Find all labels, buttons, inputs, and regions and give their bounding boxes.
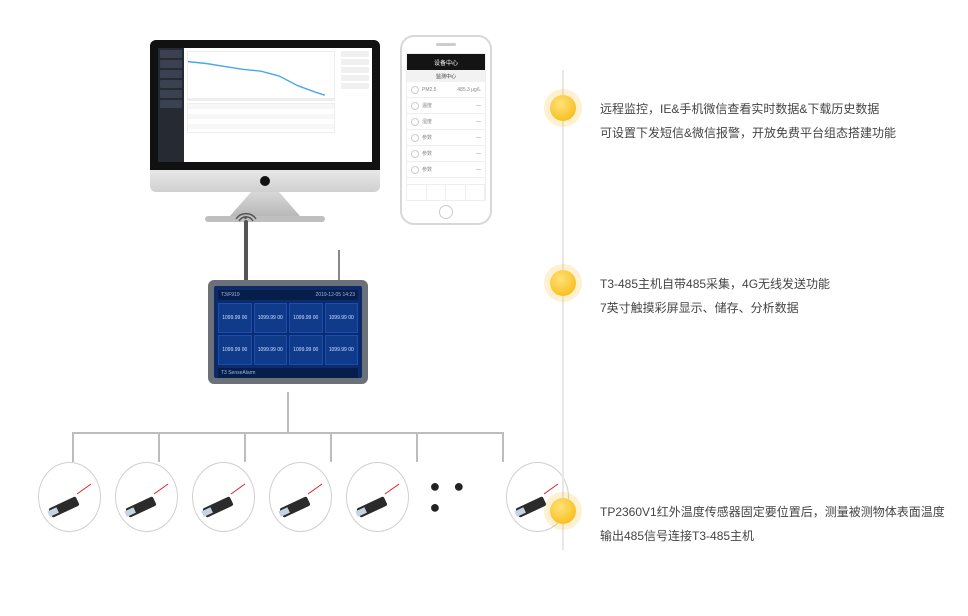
infrared-sensor	[269, 462, 332, 532]
phone-speaker	[436, 43, 456, 46]
host-channel-cell: 1099.99 00	[254, 335, 288, 365]
antenna-aux	[338, 250, 340, 282]
host-channel-cell: 1099.99 00	[289, 303, 323, 333]
phone-top-bar: 设备中心	[407, 54, 485, 70]
timeline-dot-icon	[550, 498, 576, 524]
phone-tab-bar	[407, 184, 485, 200]
phone-screen: 设备中心 监测中心 PM2.5485.3 μg/L温度—湿度—参数—参数—参数—	[406, 53, 486, 201]
monitor-screen	[150, 40, 380, 170]
connector-drop	[416, 432, 418, 462]
monitor-chin	[150, 170, 380, 192]
desktop-monitor	[150, 40, 380, 222]
sensor-row: ● ● ●	[38, 462, 569, 532]
host-header-right: 2019-12-05 14:23	[316, 292, 355, 298]
phone-data-row: PM2.5485.3 μg/L	[407, 82, 485, 98]
data-table	[187, 103, 335, 133]
host-header: T3/F919 2019-12-05 14:23	[218, 290, 358, 300]
infrared-sensor	[38, 462, 101, 532]
smartphone: 设备中心 监测中心 PM2.5485.3 μg/L温度—湿度—参数—参数—参数—	[400, 35, 492, 225]
ellipsis-icon: ● ● ●	[423, 476, 491, 518]
t3-485-host: T3/F919 2019-12-05 14:23 1099.99 001099.…	[208, 280, 368, 384]
wifi-signal-icon	[240, 212, 252, 224]
infrared-sensor	[346, 462, 409, 532]
host-footer: T3 SenseAlarm	[218, 368, 358, 378]
host-channel-grid: 1099.99 001099.99 001099.99 001099.99 00…	[218, 303, 358, 365]
apple-logo-icon	[260, 176, 270, 186]
connector-drop	[330, 432, 332, 462]
timeline-item: TP2360V1红外温度传感器固定要位置后，测量被测物体表面温度输出485信号连…	[550, 498, 945, 548]
timeline-item: T3-485主机自带485采集，4G无线发送功能7英寸触摸彩屏显示、储存、分析数…	[550, 270, 830, 320]
connector-vertical	[287, 392, 289, 432]
dashboard-sidebar	[158, 48, 184, 162]
phone-sub-title: 监测中心	[436, 73, 456, 80]
timeline-text: 远程监控，IE&手机微信查看实时数据&下载历史数据可设置下发短信&微信报警，开放…	[600, 95, 896, 145]
host-channel-cell: 1099.99 00	[325, 335, 359, 365]
connector-drop	[72, 432, 74, 462]
phone-data-row: 湿度—	[407, 114, 485, 130]
host-channel-cell: 1099.99 00	[218, 303, 252, 333]
host-body: T3/F919 2019-12-05 14:23 1099.99 001099.…	[208, 280, 368, 384]
host-channel-cell: 1099.99 00	[254, 303, 288, 333]
host-channel-cell: 1099.99 00	[325, 303, 359, 333]
antenna-main	[244, 220, 248, 282]
phone-top-title: 设备中心	[434, 58, 458, 67]
phone-sub-bar: 监测中心	[407, 70, 485, 82]
phone-data-row: 参数—	[407, 162, 485, 178]
connector-drop	[244, 432, 246, 462]
phone-home-button	[439, 205, 453, 219]
host-display: T3/F919 2019-12-05 14:23 1099.99 001099.…	[214, 286, 362, 378]
phone-data-row: 温度—	[407, 98, 485, 114]
timeline-item: 远程监控，IE&手机微信查看实时数据&下载历史数据可设置下发短信&微信报警，开放…	[550, 95, 896, 145]
host-header-left: T3/F919	[221, 292, 240, 298]
line-chart	[187, 51, 335, 101]
timeline-text: TP2360V1红外温度传感器固定要位置后，测量被测物体表面温度输出485信号连…	[600, 498, 945, 548]
phone-data-row: 参数—	[407, 146, 485, 162]
host-channel-cell: 1099.99 00	[218, 335, 252, 365]
dashboard-main	[184, 48, 338, 162]
connector-drop	[158, 432, 160, 462]
host-channel-cell: 1099.99 00	[289, 335, 323, 365]
connector-drop	[502, 432, 504, 462]
dashboard-app	[158, 48, 372, 162]
timeline-dot-icon	[550, 95, 576, 121]
devices-column: 设备中心 监测中心 PM2.5485.3 μg/L温度—湿度—参数—参数—参数—	[20, 10, 530, 606]
timeline-panel: 远程监控，IE&手机微信查看实时数据&下载历史数据可设置下发短信&微信报警，开放…	[550, 60, 950, 580]
dashboard-info-panel	[338, 48, 372, 162]
connector-bus	[72, 432, 502, 434]
timeline-text: T3-485主机自带485采集，4G无线发送功能7英寸触摸彩屏显示、储存、分析数…	[600, 270, 830, 320]
timeline-dot-icon	[550, 270, 576, 296]
monitor-base	[205, 216, 325, 222]
infrared-sensor	[192, 462, 255, 532]
system-diagram: 设备中心 监测中心 PM2.5485.3 μg/L温度—湿度—参数—参数—参数—	[0, 0, 968, 616]
phone-data-row: 参数—	[407, 130, 485, 146]
infrared-sensor	[115, 462, 178, 532]
